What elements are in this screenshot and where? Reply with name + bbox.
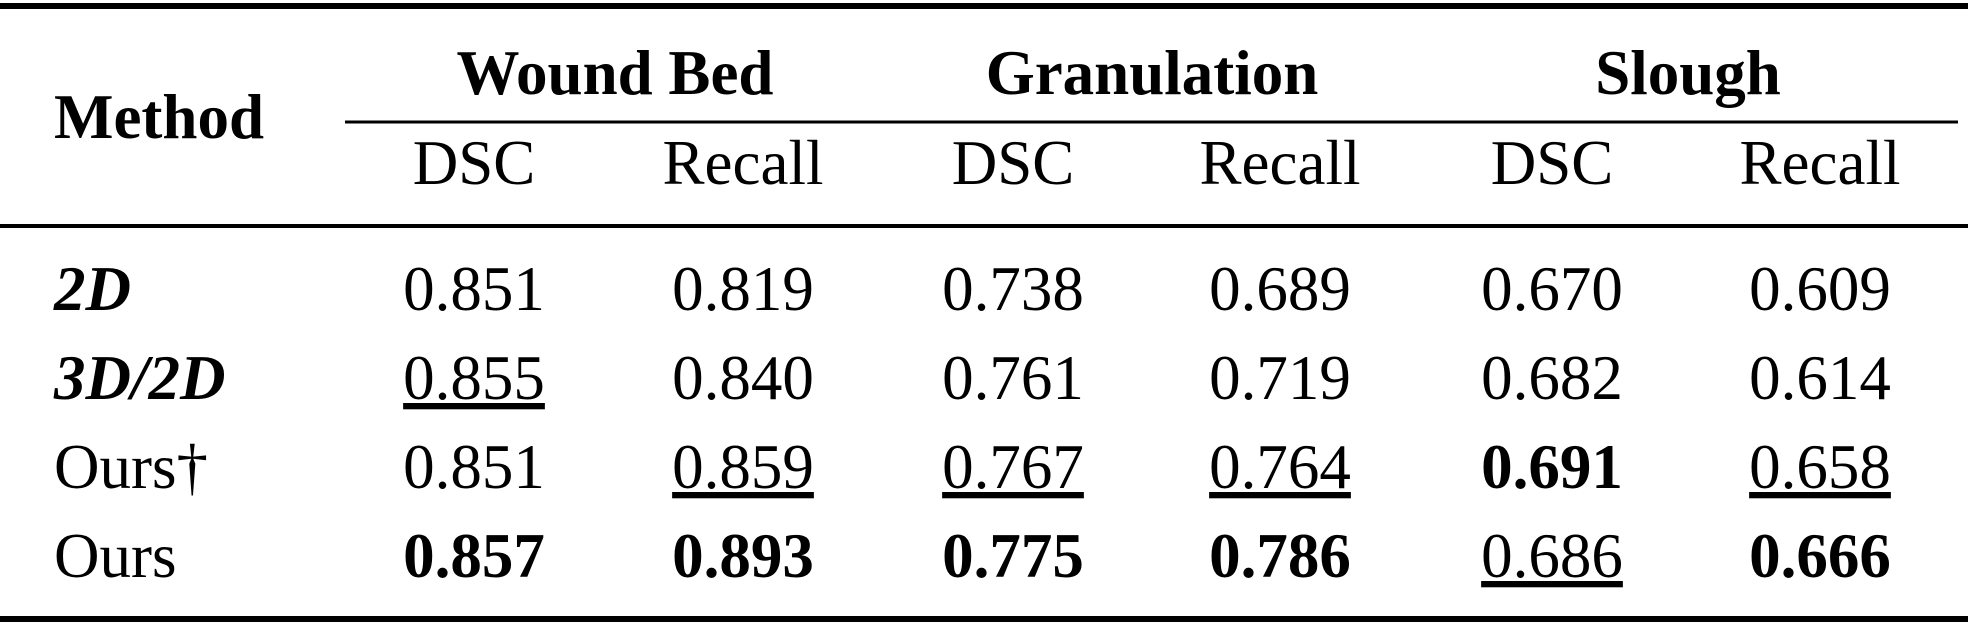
group-header: Granulation [986,38,1319,108]
column-header: Recall [663,128,824,198]
cell-value: 0.851 [403,432,545,502]
method-name: 2D [53,254,131,324]
group-header: Wound Bed [457,38,774,108]
column-header: DSC [413,128,536,198]
cell-value: 0.786 [1209,521,1351,591]
cell-value: 0.775 [942,521,1084,591]
group-header: Slough [1595,38,1781,108]
cell-value: 0.859 [672,432,814,502]
cell-value: 0.855 [403,343,545,413]
cell-value: 0.767 [942,432,1084,502]
method-header: Method [54,82,264,152]
column-header: DSC [1491,128,1614,198]
cell-value: 0.738 [942,254,1084,324]
cell-value: 0.658 [1749,432,1891,502]
cell-value: 0.609 [1749,254,1891,324]
column-header: Recall [1740,128,1901,198]
method-name: Ours [54,521,177,591]
cell-value: 0.689 [1209,254,1351,324]
cell-value: 0.761 [942,343,1084,413]
column-header: DSC [952,128,1075,198]
cell-value: 0.691 [1481,432,1623,502]
method-name: 3D/2D [53,343,226,413]
cell-value: 0.670 [1481,254,1623,324]
cell-value: 0.851 [403,254,545,324]
cell-value: 0.614 [1749,343,1891,413]
method-name: Ours† [54,432,208,502]
cell-value: 0.682 [1481,343,1623,413]
cell-value: 0.764 [1209,432,1351,502]
cell-value: 0.840 [672,343,814,413]
cell-value: 0.666 [1749,521,1891,591]
column-header: Recall [1200,128,1361,198]
cell-value: 0.819 [672,254,814,324]
cell-value: 0.893 [672,521,814,591]
cell-value: 0.857 [403,521,545,591]
cell-value: 0.686 [1481,521,1623,591]
cell-value: 0.719 [1209,343,1351,413]
